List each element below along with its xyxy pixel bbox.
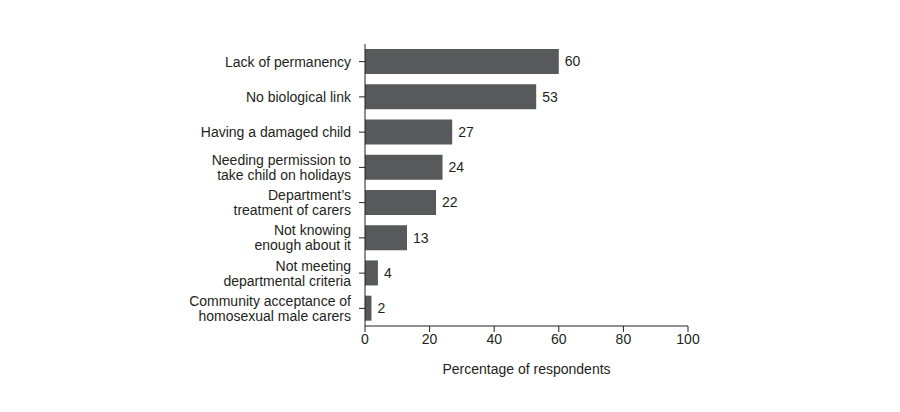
svg-text:4: 4	[384, 265, 392, 281]
svg-text:13: 13	[413, 230, 429, 246]
svg-text:Needing permission totake chil: Needing permission totake child on holid…	[212, 152, 352, 183]
svg-text:0: 0	[361, 331, 369, 347]
svg-text:Not meetingdepartmental criter: Not meetingdepartmental criteria	[223, 258, 351, 289]
svg-text:Lack of permanency: Lack of permanency	[225, 54, 351, 70]
svg-text:60: 60	[565, 53, 581, 69]
svg-text:40: 40	[486, 331, 502, 347]
svg-text:100: 100	[676, 331, 700, 347]
svg-text:27: 27	[458, 124, 474, 140]
svg-text:Community acceptance ofhomosex: Community acceptance ofhomosexual male c…	[189, 293, 351, 324]
svg-text:No biological link: No biological link	[246, 89, 352, 105]
svg-text:60: 60	[551, 331, 567, 347]
svg-text:2: 2	[377, 300, 385, 316]
svg-text:24: 24	[449, 159, 465, 175]
svg-text:Not knowingenough about it: Not knowingenough about it	[254, 222, 351, 253]
svg-text:80: 80	[616, 331, 632, 347]
svg-text:20: 20	[422, 331, 438, 347]
svg-text:22: 22	[442, 194, 458, 210]
svg-text:Having a damaged child: Having a damaged child	[201, 124, 351, 140]
svg-text:Percentage of respondents: Percentage of respondents	[442, 361, 610, 377]
svg-text:53: 53	[542, 89, 558, 105]
svg-text:Department’streatment of carer: Department’streatment of carers	[234, 187, 352, 218]
